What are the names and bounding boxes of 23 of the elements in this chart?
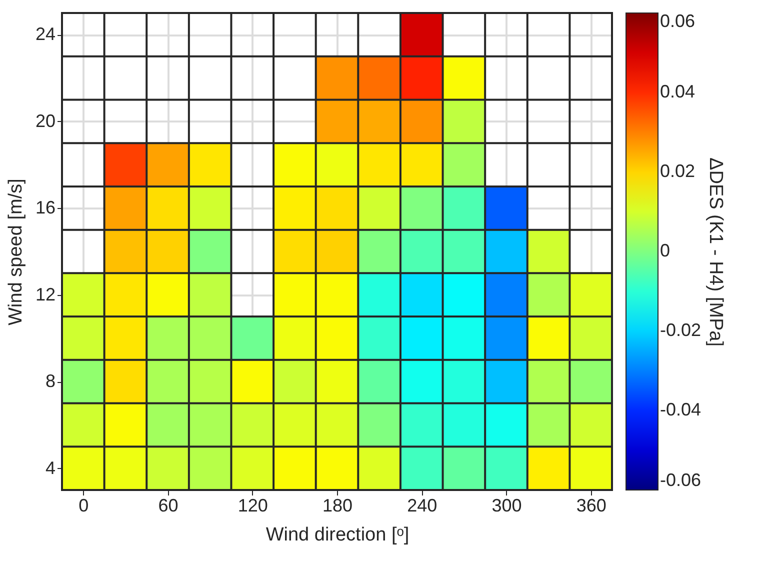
- color-bar-label: -0.04: [660, 400, 702, 420]
- color-bar-label: 0.06: [660, 11, 696, 31]
- color-bar-label: 0.04: [660, 82, 696, 102]
- x-tick-label: 180: [322, 496, 353, 516]
- color-bar-title: ΔDES (K1 - H4) [MPa]: [705, 157, 726, 347]
- color-bar-label: 0.02: [660, 161, 696, 181]
- x-tick-label: 300: [492, 496, 522, 516]
- x-tick-label: 360: [576, 496, 606, 516]
- y-tick-label: 20: [35, 110, 56, 131]
- y-tick-label: 8: [45, 371, 56, 392]
- x-tick-label: 240: [407, 496, 438, 516]
- y-tick-label: 24: [35, 24, 56, 44]
- x-tick-label: 120: [238, 496, 268, 516]
- y-tick-label: 16: [35, 198, 56, 218]
- y-tick-label: 12: [35, 284, 56, 304]
- color-bar-label: -0.02: [660, 320, 702, 340]
- color-bar-label: 0: [660, 240, 670, 260]
- x-tick-label: 0: [78, 496, 89, 516]
- x-tick-label: 60: [158, 496, 178, 516]
- x-axis-title: Wind direction [ᵒ]: [266, 524, 410, 546]
- y-tick-label: 4: [45, 458, 56, 478]
- y-axis-title: Wind speed [m/s]: [5, 178, 26, 326]
- color-bar-label: -0.06: [660, 470, 702, 490]
